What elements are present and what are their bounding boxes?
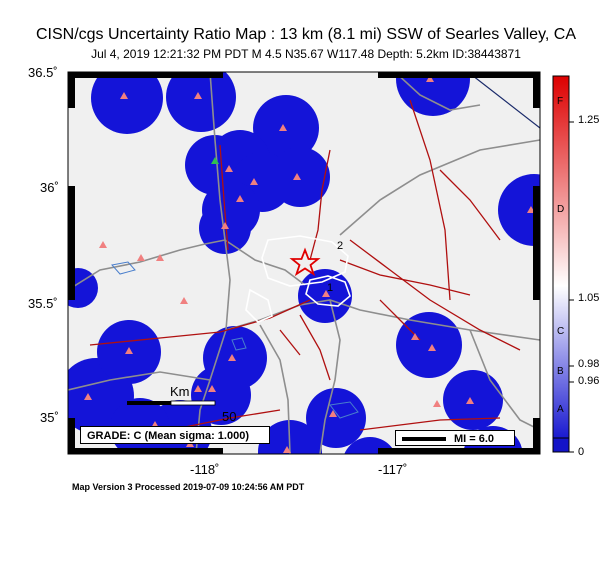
lon-label-117: -117˚ (378, 462, 408, 477)
scale-bar (127, 400, 216, 406)
map-title: CISN/cgs Uncertainty Ratio Map : 13 km (… (35, 26, 577, 43)
contours (245, 235, 351, 323)
colorbar-label-1-25: 1.25 (578, 114, 600, 126)
mi-legend-bar (402, 437, 446, 441)
colorbar (552, 75, 570, 439)
colorbar-ticks (569, 121, 574, 453)
lat-label-35: 35˚ (40, 410, 59, 425)
mi-legend-text: MI = 6.0 (454, 433, 495, 445)
grade-text: GRADE: C (Mean sigma: 1.000) (87, 430, 249, 442)
colorbar-label-0-96: 0.96 (578, 375, 600, 387)
scale-value-label: 50 (222, 409, 237, 424)
mi-legend: MI = 6.0 (395, 430, 515, 446)
colorbar-letter-a: A (557, 404, 564, 415)
map-border-ticks (68, 72, 540, 454)
colorbar-letter-c: C (557, 326, 565, 337)
colorbar-label-0: 0 (578, 446, 585, 458)
grade-box: GRADE: C (Mean sigma: 1.000) (80, 426, 270, 444)
colorbar-letter-d: D (557, 204, 565, 215)
map-subtitle: Jul 4, 2019 12:21:32 PM PDT M 4.5 N35.67… (91, 47, 521, 61)
colorbar-letter-b: B (557, 366, 564, 377)
contour-label-1: 1 (327, 282, 334, 294)
lon-label-118: -118˚ (190, 462, 220, 477)
station-markers (84, 75, 535, 453)
lakes (111, 261, 359, 419)
colorbar-letter-f: F (557, 96, 564, 107)
colorbar-label-1-05: 1.05 (578, 292, 600, 304)
contour-label-2: 2 (337, 240, 344, 252)
lat-label-36-5: 36.5˚ (28, 65, 58, 80)
green-station-marker (211, 157, 219, 164)
colorbar-label-0-98: 0.98 (578, 358, 600, 370)
map-footer: Map Version 3 Processed 2019-07-09 10:24… (72, 482, 305, 492)
lat-label-35-5: 35.5˚ (28, 296, 58, 311)
lat-label-36: 36˚ (40, 180, 59, 195)
colorbar-zero-swatch (552, 437, 570, 453)
epicenter-star (289, 247, 321, 277)
scale-unit-label: Km (170, 384, 190, 399)
